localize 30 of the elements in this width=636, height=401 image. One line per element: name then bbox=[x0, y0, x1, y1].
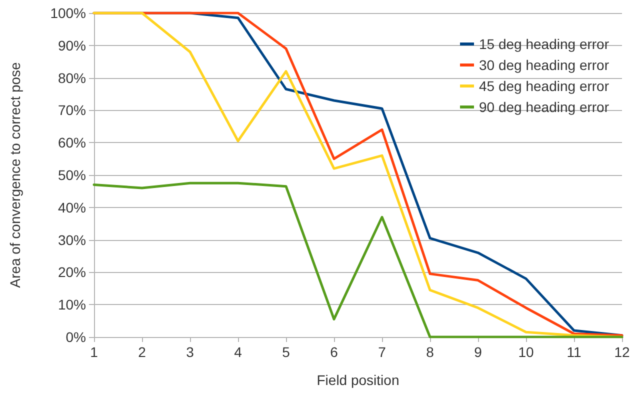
x-tick-label: 6 bbox=[330, 344, 338, 360]
y-tick-label: 60% bbox=[58, 134, 86, 151]
y-axis-title: Area of convergence to correct pose bbox=[7, 62, 23, 288]
legend-label: 90 deg heading error bbox=[479, 99, 610, 115]
y-tick-label: 80% bbox=[58, 70, 86, 86]
legend-label: 45 deg heading error bbox=[479, 78, 610, 94]
x-tick-label: 3 bbox=[186, 344, 194, 360]
x-tick-label: 11 bbox=[566, 344, 582, 360]
x-axis-title: Field position bbox=[316, 372, 400, 388]
y-tick-label: 100% bbox=[50, 5, 86, 21]
y-tick-label: 0% bbox=[66, 329, 86, 345]
y-tick-label: 20% bbox=[58, 264, 86, 280]
x-tick-label: 5 bbox=[282, 344, 290, 360]
y-tick-label: 30% bbox=[58, 232, 86, 248]
x-tick-label: 2 bbox=[138, 344, 146, 360]
y-tick-label: 40% bbox=[58, 199, 86, 216]
x-tick-label: 7 bbox=[378, 344, 386, 360]
x-tick-label: 1 bbox=[90, 344, 98, 360]
legend-label: 15 deg heading error bbox=[479, 36, 610, 52]
y-tick-label: 50% bbox=[58, 167, 86, 183]
y-tick-label: 10% bbox=[58, 296, 86, 313]
y-tick-label: 90% bbox=[58, 37, 86, 54]
x-tick-label: 4 bbox=[234, 344, 242, 360]
x-tick-label: 10 bbox=[518, 344, 534, 360]
x-tick-label: 8 bbox=[426, 344, 434, 360]
x-tick-label: 9 bbox=[474, 344, 482, 360]
y-tick-label: 70% bbox=[58, 102, 86, 118]
x-tick-label: 12 bbox=[614, 344, 630, 360]
legend-label: 30 deg heading error bbox=[479, 57, 610, 73]
line-series bbox=[92, 182, 624, 338]
